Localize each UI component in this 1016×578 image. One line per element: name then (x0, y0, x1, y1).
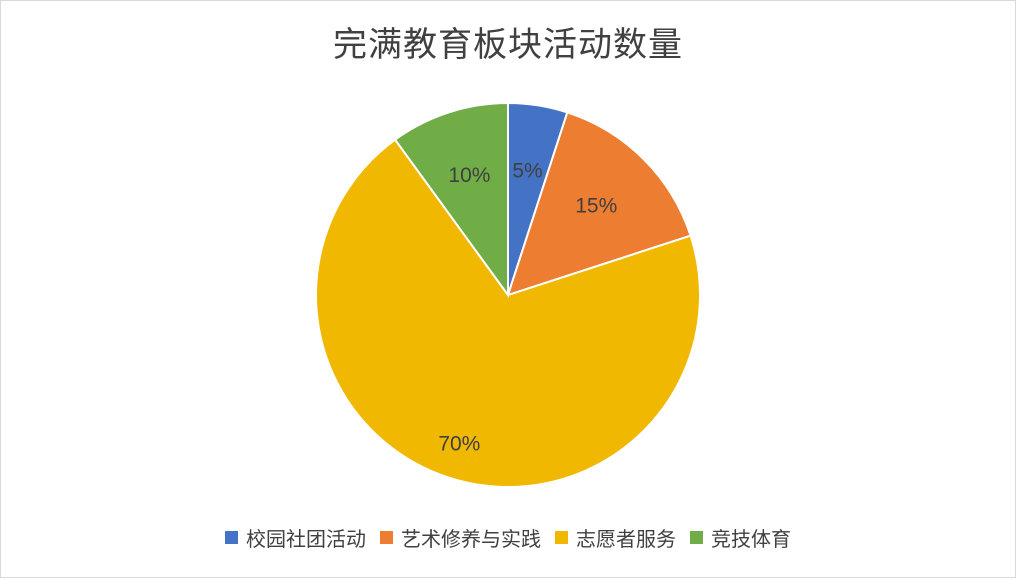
data-label-3: 70% (438, 432, 480, 455)
legend-item: 艺术修养与实践 (380, 523, 541, 552)
legend-swatch (690, 531, 703, 544)
legend-item: 校园社团活动 (225, 523, 366, 552)
data-label-4: 10% (448, 164, 490, 187)
legend-swatch (225, 531, 238, 544)
legend-label: 竞技体育 (711, 527, 791, 551)
legend-item: 志愿者服务 (555, 523, 676, 552)
chart-title: 完满教育板块活动数量 (333, 25, 683, 65)
legend-label: 志愿者服务 (576, 527, 676, 551)
pie-slice-3 (315, 138, 701, 488)
legend-swatch (380, 531, 393, 544)
legend-item: 竞技体育 (690, 523, 791, 552)
pie-slice-4 (393, 101, 509, 299)
pie-slice-2 (506, 111, 692, 297)
legend-label: 校园社团活动 (246, 527, 366, 551)
data-label-1: 5% (512, 159, 542, 182)
data-label-2: 15% (575, 194, 617, 217)
legend: 校园社团活动 艺术修养与实践 志愿者服务 竞技体育 (1, 523, 1015, 552)
legend-swatch (555, 531, 568, 544)
legend-label: 艺术修养与实践 (401, 527, 541, 551)
